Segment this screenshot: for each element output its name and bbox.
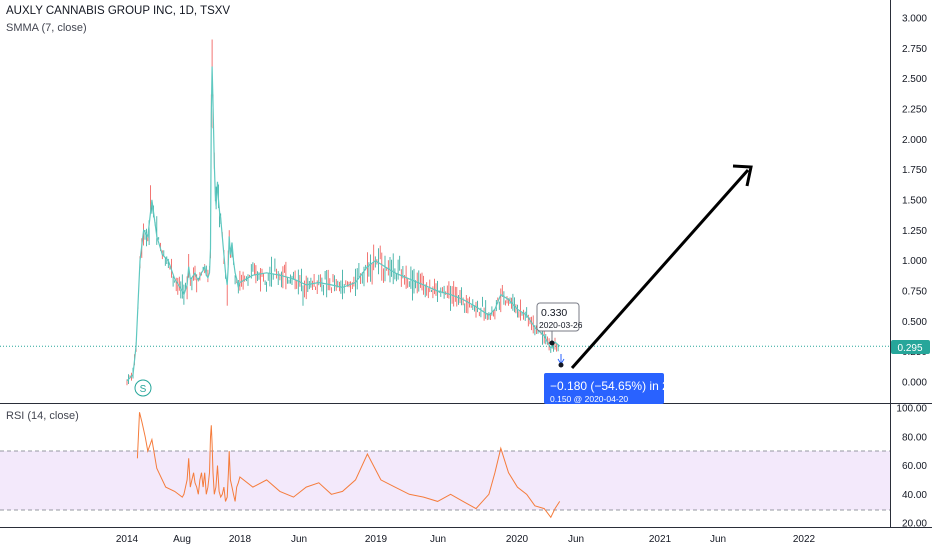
rsi-tick-label: 60.00 <box>902 461 927 472</box>
chart-title[interactable]: AUXLY CANNABIS GROUP INC, 1D, TSXV <box>6 5 231 17</box>
measure-box[interactable] <box>544 373 664 404</box>
time-tick-label: Jun <box>710 534 726 545</box>
time-axis[interactable]: 2014 Aug 2018 Jun 2019 Jun 2020 Jun 2021 Jun 2022 <box>116 534 816 545</box>
price-tick-label: 3.000 <box>902 14 927 25</box>
price-tick-label: 2.000 <box>902 135 927 146</box>
rsi-band <box>0 451 890 510</box>
rsi-tick-label: 100.00 <box>896 404 927 415</box>
price-tick-label: 0.500 <box>902 317 927 328</box>
trend-arrow-line[interactable] <box>570 169 750 369</box>
time-tick-label: 2018 <box>229 534 252 545</box>
callout-date: 2020-03-26 <box>539 320 583 330</box>
price-pane[interactable] <box>0 0 890 403</box>
split-marker-label: S <box>140 384 147 395</box>
time-tick-label: 2022 <box>793 534 816 545</box>
price-tick-label: 0.000 <box>902 378 927 389</box>
price-tick-label: 1.750 <box>902 165 927 176</box>
price-tick-label: 1.500 <box>902 196 927 207</box>
smma-line <box>126 66 561 382</box>
trend-arrow-head-icon <box>732 164 753 187</box>
rsi-line <box>136 412 561 519</box>
price-tick-label: 2.500 <box>902 74 927 85</box>
callout-value: 0.330 <box>541 307 567 319</box>
time-tick-label: 2019 <box>365 534 388 545</box>
measure-sub-text: 0.150 @ 2020-04-20 <box>550 394 628 404</box>
time-tick-label: Jun <box>568 534 584 545</box>
callout-point <box>549 340 555 346</box>
rsi-axis[interactable]: 100.00 80.00 60.00 40.00 20.00 <box>896 404 927 530</box>
rsi-tick-label: 20.00 <box>902 519 927 530</box>
callout-box[interactable] <box>536 302 580 332</box>
price-tick-label: 1.000 <box>902 256 927 267</box>
split-marker-icon[interactable] <box>134 379 152 397</box>
rsi-tick-label: 80.00 <box>902 432 927 443</box>
measure-main-text: −0.180 (−54.65%) in 25d <box>550 379 682 393</box>
measure-end-point <box>558 362 564 368</box>
time-tick-label: 2020 <box>506 534 529 545</box>
price-axis[interactable]: 3.000 2.750 2.500 2.250 2.000 1.750 1.500 1.250… <box>902 14 927 389</box>
time-tick-label: Aug <box>173 534 191 545</box>
last-price-label: 0.295 <box>897 343 922 354</box>
time-tick-label: 2014 <box>116 534 139 545</box>
time-tick-label: Jun <box>291 534 307 545</box>
price-tick-label: 0.750 <box>902 287 927 298</box>
price-tick-label: 1.250 <box>902 226 927 237</box>
time-tick-label: 2021 <box>649 534 672 545</box>
rsi-tick-label: 40.00 <box>902 490 927 501</box>
price-tick-label: 2.750 <box>902 44 927 55</box>
rsi-legend[interactable]: RSI (14, close) <box>6 410 79 422</box>
last-price-badge <box>891 340 930 354</box>
time-tick-label: Jun <box>430 534 446 545</box>
smma-legend[interactable]: SMMA (7, close) <box>6 22 87 34</box>
price-tick-label: 2.250 <box>902 105 927 116</box>
